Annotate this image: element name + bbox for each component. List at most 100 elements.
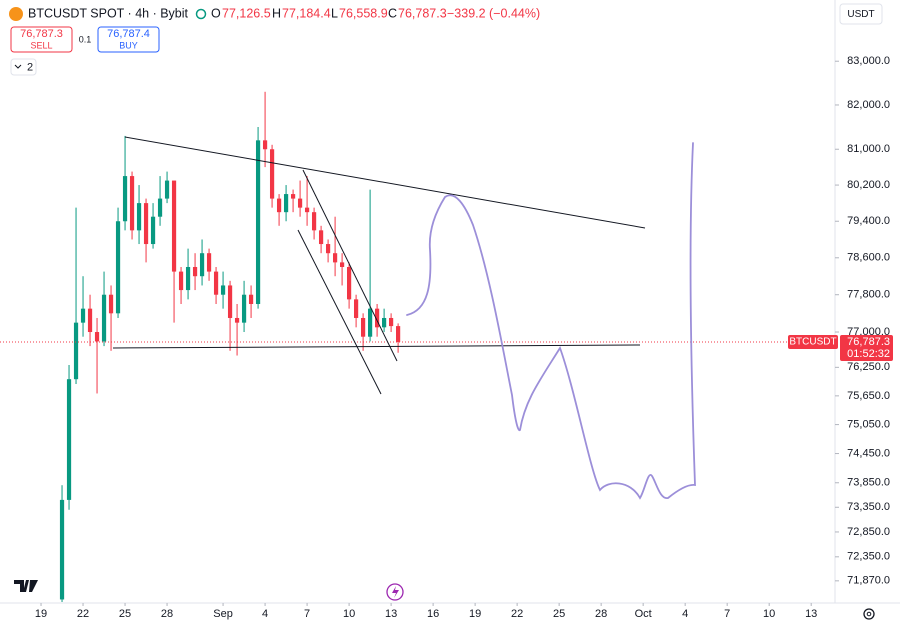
y-tick-label: 75,050.0 <box>847 418 890 430</box>
indicators-count: 2 <box>27 61 33 73</box>
trend-line <box>112 344 641 349</box>
candle-body <box>248 294 254 305</box>
candle-body <box>185 266 191 291</box>
candle-body <box>220 285 226 295</box>
candle-body <box>311 212 317 231</box>
ohlc-value: 77,184.4 <box>282 6 331 20</box>
candle-body <box>66 379 72 500</box>
candle-body <box>241 294 247 323</box>
x-tick-label: 19 <box>35 608 47 620</box>
candle-body <box>339 262 345 267</box>
candle-body <box>150 216 156 245</box>
candle-body <box>332 253 338 263</box>
y-tick-label: 77,000.0 <box>847 326 890 338</box>
ohlc-value: 76,558.9 <box>339 6 388 20</box>
candle-body <box>255 140 261 305</box>
trend-line <box>124 136 646 229</box>
y-tick-label: 72,850.0 <box>847 526 890 538</box>
y-tick-label: 80,200.0 <box>847 179 890 191</box>
x-tick-label: 28 <box>161 608 173 620</box>
spread: 0.1 <box>79 34 92 44</box>
candle-body <box>389 317 394 327</box>
logo <box>14 580 38 592</box>
last-symbol-box <box>788 334 838 349</box>
sell-price: 76,787.3 <box>20 28 63 40</box>
x-tick-label: 13 <box>805 608 817 620</box>
trend-lines <box>112 136 646 395</box>
candle-body <box>367 308 373 337</box>
candle-body <box>290 194 296 199</box>
buy-price: 76,787.4 <box>107 28 150 40</box>
x-tick-label: 7 <box>724 608 730 620</box>
market-status <box>195 8 207 20</box>
y-tick-label: 79,400.0 <box>847 215 890 227</box>
candle-body <box>206 253 212 272</box>
symbol: BTCUSDT SPOT · 4h · Bybit <box>28 6 189 20</box>
x-tick-label: 22 <box>511 608 523 620</box>
candle-body <box>234 317 240 323</box>
indicators-toggle[interactable] <box>10 58 37 76</box>
candle-body <box>143 203 149 245</box>
y-tick-label: 81,000.0 <box>847 143 890 155</box>
candle-body <box>297 198 303 208</box>
last-price: 76,787.3 <box>847 336 890 348</box>
candle-body <box>136 203 142 231</box>
candle-body <box>396 326 401 342</box>
last-symbol: BTCUSDT <box>789 337 836 348</box>
y-tick-label: 83,000.0 <box>847 55 890 67</box>
y-tick-label: 71,870.0 <box>847 575 890 587</box>
currency-button[interactable] <box>839 3 883 25</box>
y-tick-label: 77,800.0 <box>847 289 890 301</box>
candle-body <box>375 308 380 328</box>
candle-body <box>157 198 163 217</box>
y-tick-label: 74,450.0 <box>847 447 890 459</box>
bolt <box>392 586 399 598</box>
candle-body <box>262 140 268 150</box>
buy-button[interactable] <box>97 26 160 53</box>
candle-body <box>304 207 310 213</box>
sell-label: SELL <box>30 40 52 50</box>
candle-body <box>269 149 275 199</box>
candle-body <box>346 266 352 300</box>
events-icon[interactable] <box>386 583 404 601</box>
y-tick-label: 72,350.0 <box>847 551 890 563</box>
trend-line <box>302 169 398 362</box>
x-tick-label: Oct <box>635 608 652 620</box>
y-tick-label: 75,650.0 <box>847 390 890 402</box>
candle-body <box>227 285 233 318</box>
candle-body <box>94 332 100 342</box>
x-tick-label: 10 <box>763 608 775 620</box>
candle-body <box>87 308 93 333</box>
x-tick-label: 13 <box>385 608 397 620</box>
candle-body <box>164 180 170 199</box>
candle-body <box>276 198 282 213</box>
ohlc-label: C <box>388 6 397 20</box>
x-tick-label: 25 <box>119 608 131 620</box>
ohlc-label: L <box>331 6 338 20</box>
candle-body <box>178 271 184 291</box>
x-tick-label: 19 <box>469 608 481 620</box>
candle-body <box>73 322 79 380</box>
buy-label: BUY <box>119 40 138 50</box>
candle-body <box>382 317 387 328</box>
plot-area <box>0 91 835 602</box>
candle-body <box>122 176 128 222</box>
x-tick-label: 4 <box>682 608 688 620</box>
candle-body <box>318 230 324 245</box>
ohlc-label: O <box>211 6 221 20</box>
last-price-box <box>840 334 893 361</box>
x-tick-label: 10 <box>343 608 355 620</box>
y-tick-label: 78,600.0 <box>847 252 890 264</box>
candle-body <box>325 244 331 254</box>
candle-body <box>171 180 177 272</box>
currency: USDT <box>847 9 874 20</box>
x-tick-label: 25 <box>553 608 565 620</box>
candle-body <box>353 299 359 318</box>
ohlc-label: H <box>272 6 281 20</box>
x-tick-label: 7 <box>304 608 310 620</box>
settings-icon[interactable] <box>863 608 875 620</box>
freehand-drawing <box>406 142 696 500</box>
candle-body <box>101 294 107 342</box>
sell-button[interactable] <box>10 26 73 53</box>
